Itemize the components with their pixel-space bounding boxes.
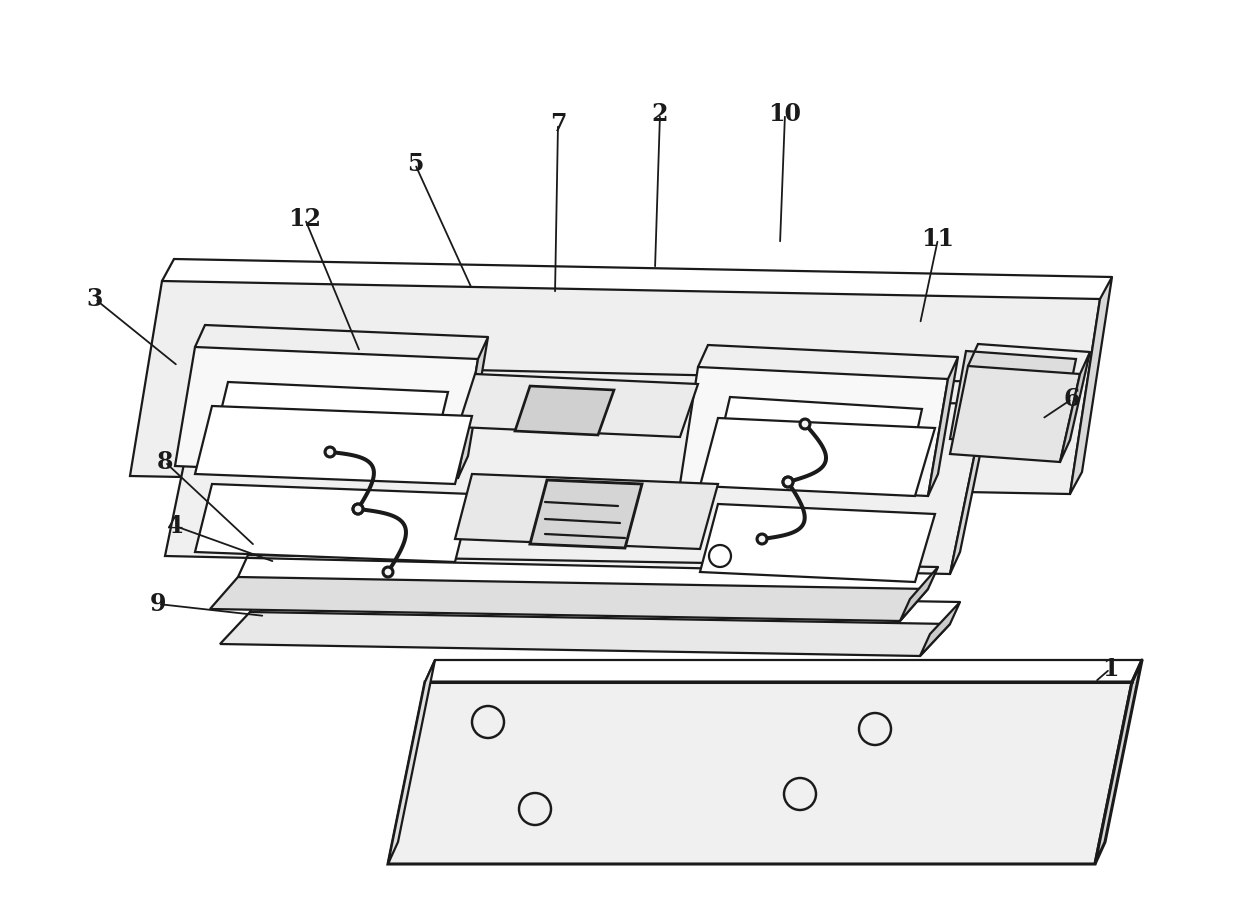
Polygon shape xyxy=(900,567,937,621)
Polygon shape xyxy=(130,281,1100,494)
Polygon shape xyxy=(950,382,994,574)
Text: 11: 11 xyxy=(921,227,955,251)
Polygon shape xyxy=(928,357,959,496)
Circle shape xyxy=(758,534,768,544)
Polygon shape xyxy=(515,386,614,435)
Circle shape xyxy=(383,567,393,577)
Polygon shape xyxy=(388,660,435,864)
Polygon shape xyxy=(195,484,472,562)
Circle shape xyxy=(782,477,792,487)
Text: 1: 1 xyxy=(1102,657,1118,681)
Text: 4: 4 xyxy=(166,514,184,538)
Text: 2: 2 xyxy=(652,102,668,126)
Polygon shape xyxy=(175,347,477,478)
Circle shape xyxy=(353,504,363,514)
Polygon shape xyxy=(455,474,718,549)
Text: 8: 8 xyxy=(156,450,174,474)
Polygon shape xyxy=(210,577,928,621)
Polygon shape xyxy=(1060,352,1090,462)
Polygon shape xyxy=(701,504,935,582)
Polygon shape xyxy=(219,612,950,656)
Polygon shape xyxy=(458,337,489,478)
Polygon shape xyxy=(712,397,923,486)
Polygon shape xyxy=(680,367,949,496)
Text: 5: 5 xyxy=(407,152,423,176)
Polygon shape xyxy=(950,366,1080,462)
Polygon shape xyxy=(920,602,960,656)
Polygon shape xyxy=(210,382,448,466)
Circle shape xyxy=(325,447,335,457)
Polygon shape xyxy=(195,406,472,484)
Text: 6: 6 xyxy=(1064,387,1080,411)
Polygon shape xyxy=(458,374,698,437)
Polygon shape xyxy=(950,351,1076,447)
Text: 10: 10 xyxy=(769,102,801,126)
Polygon shape xyxy=(165,386,985,574)
Circle shape xyxy=(353,504,363,514)
Text: 12: 12 xyxy=(289,207,321,231)
Text: 3: 3 xyxy=(87,287,103,311)
Polygon shape xyxy=(701,418,935,496)
Polygon shape xyxy=(1070,277,1112,494)
Text: 7: 7 xyxy=(549,112,567,136)
Polygon shape xyxy=(388,682,1132,864)
Polygon shape xyxy=(1095,660,1142,864)
Circle shape xyxy=(800,419,810,429)
Circle shape xyxy=(782,477,792,487)
Text: 9: 9 xyxy=(150,592,166,616)
Polygon shape xyxy=(529,480,642,548)
